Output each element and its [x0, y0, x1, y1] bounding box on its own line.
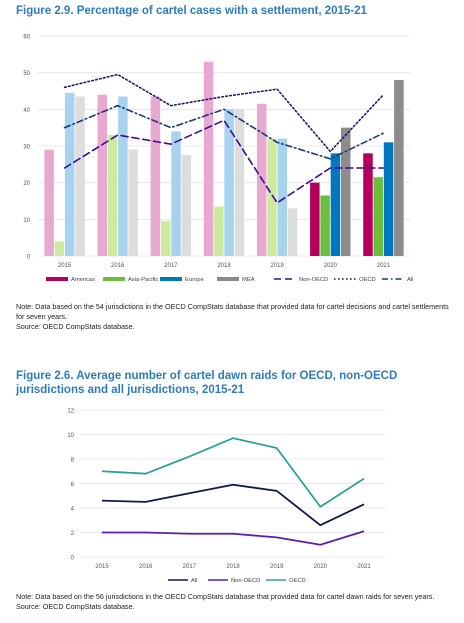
legend-label: Non-OECD	[231, 578, 260, 584]
bar-mea-2015	[75, 96, 85, 256]
legend-swatch	[103, 277, 125, 281]
y-tick-label: 50	[23, 71, 30, 77]
y-tick-label: 6	[71, 482, 75, 488]
bar-europe-2017	[171, 131, 181, 256]
series-line-all	[63, 104, 385, 160]
dawn-raids-chart: 0 2 4 6 8 10 12 2015 2016 2017 2018 2019 2020 2021 A…	[67, 409, 386, 584]
x-tick-label: 2018	[217, 263, 231, 269]
legend-label: Americas	[71, 277, 95, 283]
y-tick-label: 30	[23, 145, 30, 151]
legend-label: MEA	[242, 277, 255, 283]
x-tick-label: 2016	[111, 263, 125, 269]
x-tick-label: 2021	[377, 263, 391, 269]
bar-europe-2019	[277, 138, 288, 256]
x-tick-label: 2019	[270, 564, 284, 570]
y-tick-label: 2	[71, 531, 75, 537]
series-line-non-oecd	[102, 530, 365, 546]
x-tick-label: 2017	[164, 263, 178, 269]
bar-asia-pacific-2020	[320, 195, 330, 256]
y-tick-label: 60	[23, 35, 30, 41]
y-tick-label: 0	[71, 556, 75, 562]
legend-label: OECD	[289, 578, 306, 584]
bar-mea-2020	[340, 127, 351, 257]
x-tick-label: 2020	[314, 564, 328, 570]
figure-1-note: Note: Data based on the 54 jurisdictions…	[16, 302, 449, 321]
legend-swatch	[160, 277, 182, 281]
y-tick-label: 20	[23, 181, 30, 187]
x-tick-label: 2017	[183, 564, 197, 570]
y-tick-label: 12	[67, 409, 74, 415]
bar-europe-2015	[64, 92, 75, 256]
x-tick-label: 2015	[58, 263, 72, 269]
bar-mea-2021	[394, 80, 404, 256]
series-line-oecd	[63, 73, 385, 153]
figure-2-title: Figure 2.6. Average number of cartel daw…	[16, 370, 398, 396]
series-line-all	[101, 483, 365, 527]
settlement-chart: 0 10 20 30 40 50 60 2015 2016 2017 2018 2019 2020 20…	[23, 35, 413, 284]
y-tick-label: 0	[27, 255, 31, 261]
legend-label: Non-OECD	[299, 277, 328, 283]
bar-asia-pacific-2021	[373, 177, 384, 256]
x-tick-label: 2015	[95, 564, 109, 570]
bar-americas-2018	[203, 61, 214, 256]
legend-swatch	[217, 277, 239, 281]
y-tick-label: 10	[67, 433, 74, 439]
series-line-oecd	[101, 437, 365, 508]
bar-asia-pacific-2016	[107, 135, 118, 256]
x-tick-label: 2020	[324, 263, 338, 269]
y-tick-label: 10	[23, 218, 30, 224]
bar-asia-pacific-2015	[54, 241, 65, 256]
bar-mea-2018	[234, 109, 245, 256]
bar-asia-pacific-2019	[267, 138, 277, 256]
bar-europe-2016	[118, 96, 128, 256]
y-tick-label: 4	[71, 507, 75, 513]
x-tick-label: 2019	[270, 263, 284, 269]
bar-europe-2020	[330, 153, 341, 256]
bar-asia-pacific-2018	[214, 206, 224, 256]
legend-label: Europe	[185, 277, 204, 283]
bar-mea-2017	[181, 155, 192, 256]
legend-label: All	[191, 578, 197, 584]
y-tick-label: 40	[23, 108, 30, 114]
legend-label: OECD	[359, 277, 376, 283]
bar-mea-2016	[128, 149, 138, 256]
bar-americas-2020	[310, 182, 320, 256]
x-tick-label: 2021	[357, 564, 371, 570]
x-tick-label: 2018	[226, 564, 240, 570]
figure-1-source: Source: OECD CompStats database.	[16, 322, 135, 331]
y-tick-label: 8	[71, 458, 75, 464]
figure-1-title: Figure 2.9. Percentage of cartel cases w…	[16, 5, 367, 17]
series-line-non-oecd	[63, 119, 385, 204]
x-tick-label: 2016	[139, 564, 153, 570]
legend-label: All	[407, 277, 413, 283]
legend-label: Asia-Pacific	[128, 277, 158, 283]
bar-americas-2016	[97, 94, 108, 257]
bar-europe-2021	[383, 142, 394, 256]
bar-americas-2021	[363, 153, 373, 256]
bar-asia-pacific-2017	[160, 221, 171, 256]
bar-mea-2019	[287, 208, 298, 256]
bar-europe-2018	[224, 109, 234, 256]
bar-americas-2017	[150, 96, 161, 256]
legend-swatch	[46, 277, 68, 281]
figure-2-note: Note: Data based on the 56 jurisdictions…	[16, 592, 435, 601]
bar-americas-2015	[44, 149, 54, 256]
figure-2-source: Source: OECD CompStats database.	[16, 602, 135, 611]
